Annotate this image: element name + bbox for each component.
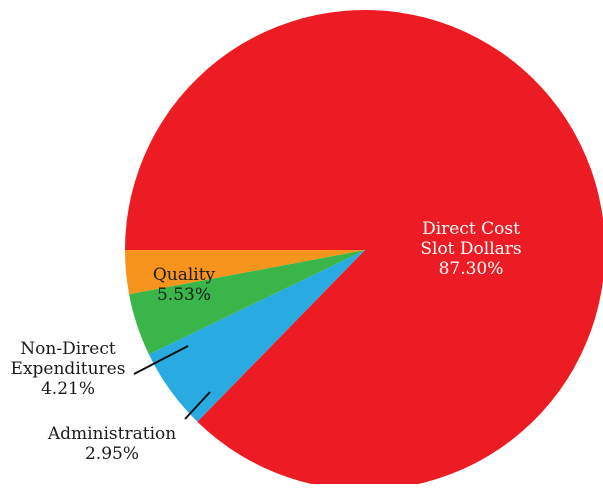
slice-percent-direct-cost-slot-dollars: 87.30% [439, 259, 504, 279]
slice-label-administration: Administration 2.95% [47, 424, 176, 464]
slice-percent-non-direct-expenditures: 4.21% [41, 379, 95, 399]
slice-label-quality: Quality 5.53% [153, 265, 216, 305]
pie-slice-administration [125, 250, 365, 295]
pie-labels: Direct Cost Slot Dollars 87.30% Quality 5.53… [11, 219, 522, 464]
slice-name-line-non-direct-expenditures: Expenditures [11, 359, 126, 379]
slice-label-non-direct-expenditures: Non-Direct Expenditures 4.21% [11, 339, 126, 399]
slice-percent-quality: 5.53% [157, 285, 211, 305]
leader-line-administration [184, 391, 211, 420]
pie-slice-direct-cost-slot-dollars [125, 10, 603, 489]
leader-line-non-direct-expenditures [133, 345, 189, 375]
slice-name-line-direct-cost-slot-dollars: Direct Cost [422, 219, 520, 239]
pie-slice-non-direct-expenditures [129, 250, 365, 355]
slice-name-line-administration: Administration [47, 424, 176, 444]
slice-name-line-non-direct-expenditures: Non-Direct [20, 339, 116, 359]
pie-slice-quality [148, 250, 365, 422]
slice-label-direct-cost-slot-dollars: Direct Cost Slot Dollars 87.30% [420, 219, 521, 279]
slice-name-line-direct-cost-slot-dollars: Slot Dollars [420, 239, 521, 259]
pie-slices [125, 10, 603, 489]
slice-name-line-quality: Quality [153, 265, 216, 285]
slice-percent-administration: 2.95% [85, 444, 139, 464]
